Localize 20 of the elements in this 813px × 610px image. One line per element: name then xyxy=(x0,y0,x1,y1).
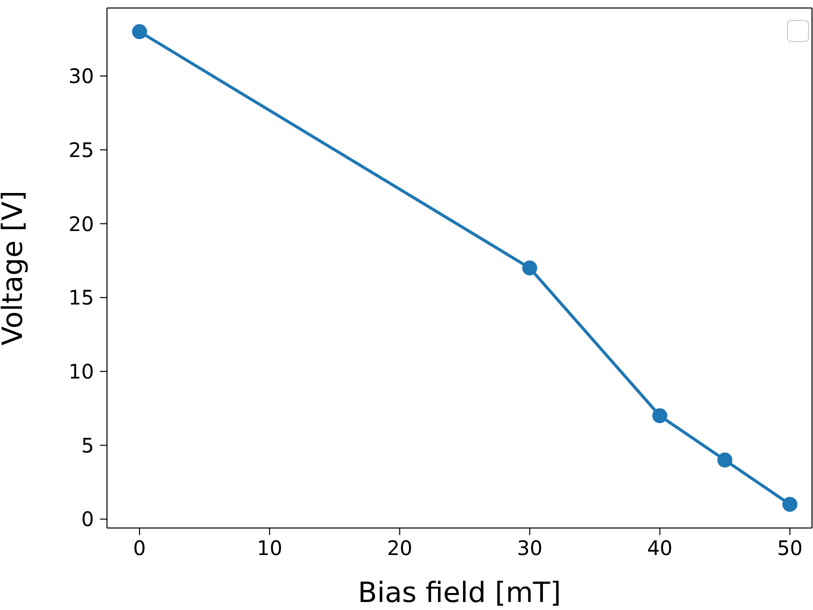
x-tick-label: 20 xyxy=(386,536,412,560)
point xyxy=(522,260,538,276)
point xyxy=(132,24,148,40)
x-axis-title: Bias field [mT] xyxy=(358,576,562,609)
y-tick-label: 30 xyxy=(68,64,94,88)
point xyxy=(717,452,732,468)
point xyxy=(782,496,798,512)
y-tick-label: 20 xyxy=(68,212,94,236)
x-tick-label: 50 xyxy=(777,536,803,560)
y-tick-label: 5 xyxy=(81,433,94,458)
y-axis-title: Voltage [V] xyxy=(0,190,29,346)
y-tick-label: 0 xyxy=(81,507,94,532)
x-tick-label: 40 xyxy=(647,536,673,560)
y-tick-label: 25 xyxy=(68,138,94,162)
x-tick-label: 10 xyxy=(256,536,282,560)
point xyxy=(652,408,668,424)
x-tick-label: 0 xyxy=(133,536,146,560)
y-tick-label: 10 xyxy=(68,360,94,384)
y-tick-label: 15 xyxy=(68,286,94,310)
x-tick-label: 30 xyxy=(517,536,542,560)
